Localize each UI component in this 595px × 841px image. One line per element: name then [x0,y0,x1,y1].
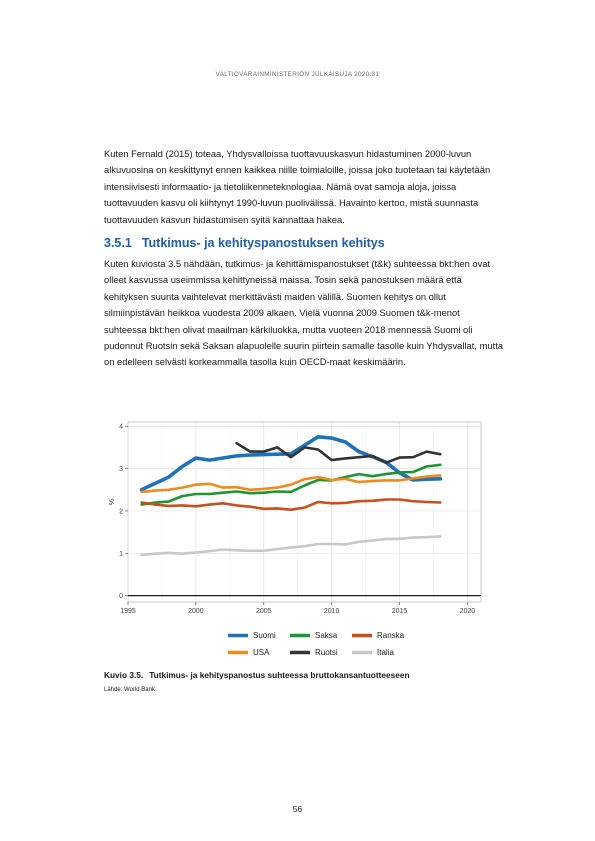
page-number: 56 [292,804,303,814]
section-title: Tutkimus- ja kehityspanostuksen kehitys [141,236,385,250]
y-tick-label: 1 [119,551,123,558]
section-number: 3.5.1 [104,236,132,250]
y-tick-label: 0 [119,593,123,600]
body-paragraph-1: Kuten Fernald (2015) toteaa, Yhdysvalloi… [104,148,491,225]
series-line-italia [140,535,442,557]
figure-source: Lähde: World Bank [104,687,155,693]
x-tick-label: 2010 [324,608,340,615]
figure-caption: Kuvio 3.5. Tutkimus- ja kehityspanostus s… [104,670,410,680]
y-tick-label: 4 [119,424,123,431]
y-tick-label: 2 [119,508,123,515]
section-heading: 3.5.1 Tutkimus- ja kehityspanostuksen keh… [104,236,385,250]
figure-label: Kuvio 3.5. [104,670,144,680]
series-line-saksa [140,463,442,506]
series-line-ranska [140,498,442,511]
legend-label-ranska: Ranska [377,631,405,640]
x-tick-label: 2005 [256,608,272,615]
rd-expenditure-chart: 1995 2000 2005 2010 2015 2020 0 1 2 3 4 % Suomi Sak… [109,421,482,657]
series-line-ruotsi [235,441,442,465]
figure-caption-text: Tutkimus- ja kehityspanostus suhteessa b… [149,670,410,680]
y-tick-label: 3 [119,466,123,473]
x-tick-label: 2015 [392,608,408,615]
x-tick-label: 2000 [188,608,204,615]
series-line-usa [140,474,442,494]
chart-legend: Suomi Saksa Ranska USA Ruotsi Italia [228,631,405,657]
plot-background [127,421,482,603]
legend-label-italia: Italia [377,648,394,657]
y-axis-label: % [109,499,116,505]
chart-axes: 1995 2000 2005 2010 2015 2020 0 1 2 3 4 [119,424,475,615]
chart-series [139,434,443,557]
running-head: VALTIOVARAINMINISTERIÖN JULKAISUJA 2020:… [215,71,380,78]
legend-label-ruotsi: Ruotsi [315,648,338,657]
legend-label-usa: USA [253,648,270,657]
series-line-suomi [139,434,443,492]
legend-label-suomi: Suomi [253,631,276,640]
x-tick-label: 2020 [460,608,476,615]
legend-label-saksa: Saksa [315,631,338,640]
body-paragraph-2: Kuten kuviosta 3.5 nähdään, tutkimus- ja… [104,258,504,368]
x-tick-label: 1995 [120,608,136,615]
